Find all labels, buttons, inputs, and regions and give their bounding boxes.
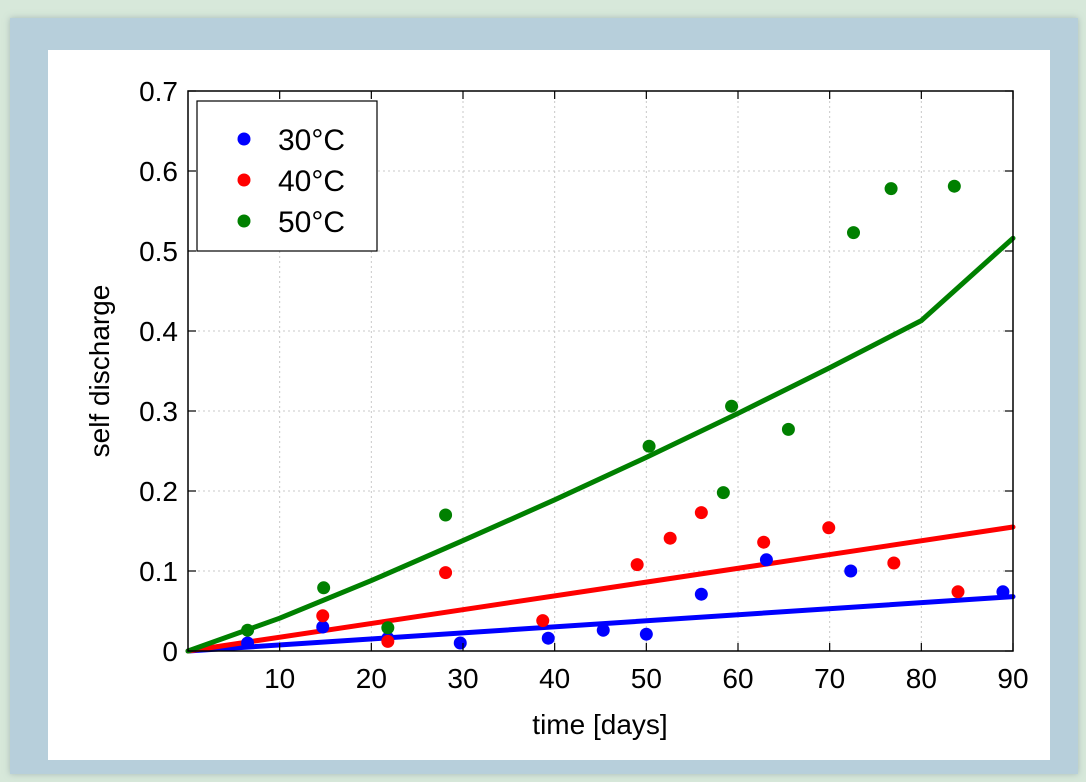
data-point-series-3: [948, 180, 961, 193]
data-point-series-1: [640, 628, 653, 641]
x-tick-label: 90: [997, 663, 1028, 694]
y-tick-label: 0.4: [139, 316, 178, 347]
data-point-series-3: [717, 486, 730, 499]
legend-label-series-3: 50°C: [278, 206, 345, 239]
data-point-series-2: [536, 614, 549, 627]
data-point-series-2: [695, 506, 708, 519]
y-tick-label: 0.5: [139, 236, 178, 267]
data-point-series-1: [844, 565, 857, 578]
data-point-series-3: [439, 509, 452, 522]
data-point-series-1: [454, 637, 467, 650]
data-point-series-2: [316, 609, 329, 622]
data-point-series-3: [317, 581, 330, 594]
chart-figure: 10 20 30 40 50 60 70 80 90 0 0.1 0.2 0.3 0.4 0.5 0.6 0.7…: [48, 50, 1050, 760]
data-point-series-1: [542, 632, 555, 645]
y-axis-label: self discharge: [84, 285, 115, 458]
data-point-series-2: [664, 532, 677, 545]
data-point-series-1: [996, 585, 1009, 598]
data-point-series-3: [782, 423, 795, 436]
y-tick-label: 0.7: [139, 76, 178, 107]
x-tick-label: 60: [722, 663, 753, 694]
data-point-series-1: [316, 621, 329, 634]
data-point-series-1: [241, 637, 254, 650]
data-point-series-2: [381, 635, 394, 648]
data-point-series-3: [643, 440, 656, 453]
data-point-series-1: [597, 624, 610, 637]
legend-label-series-1: 30°C: [278, 124, 345, 157]
x-axis-label: time [days]: [532, 709, 667, 740]
legend-marker-series-2: [238, 174, 251, 187]
data-point-series-3: [885, 182, 898, 195]
data-point-series-2: [952, 585, 965, 598]
x-tick-label: 30: [447, 663, 478, 694]
y-tick-label: 0: [162, 636, 178, 667]
y-tick-label: 0.6: [139, 156, 178, 187]
data-point-series-1: [760, 553, 773, 566]
data-point-series-3: [241, 624, 254, 637]
legend-marker-series-3: [238, 215, 251, 228]
x-tick-label: 70: [814, 663, 845, 694]
legend-label-series-2: 40°C: [278, 165, 345, 198]
data-point-series-1: [695, 588, 708, 601]
data-point-series-2: [757, 536, 770, 549]
x-tick-label: 10: [264, 663, 295, 694]
y-tick-label: 0.3: [139, 396, 178, 427]
x-tick-label: 50: [631, 663, 662, 694]
data-point-series-3: [381, 621, 394, 634]
fit-lines: [188, 238, 1013, 651]
y-tick-label: 0.1: [139, 556, 178, 587]
y-tick-label: 0.2: [139, 476, 178, 507]
data-point-series-2: [439, 566, 452, 579]
data-point-series-3: [725, 400, 738, 413]
legend: 30°C 40°C 50°C: [197, 101, 377, 251]
x-tick-label: 40: [539, 663, 570, 694]
x-tick-label: 80: [906, 663, 937, 694]
data-point-series-2: [822, 521, 835, 534]
legend-marker-series-1: [238, 133, 251, 146]
x-tick-label: 20: [356, 663, 387, 694]
data-point-series-2: [887, 557, 900, 570]
self-discharge-chart: 10 20 30 40 50 60 70 80 90 0 0.1 0.2 0.3 0.4 0.5 0.6 0.7…: [48, 50, 1050, 760]
data-point-series-2: [631, 558, 644, 571]
data-point-series-3: [847, 226, 860, 239]
